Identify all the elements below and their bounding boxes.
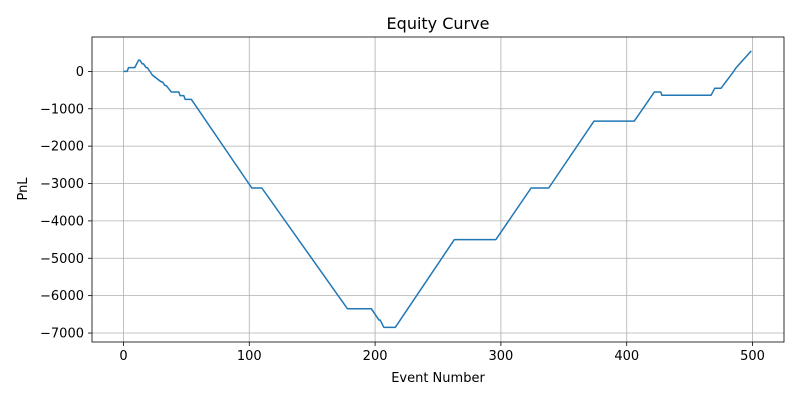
x-tick-label: 300 <box>488 349 513 364</box>
grid-lines <box>92 37 784 342</box>
x-tick-label: 200 <box>363 349 388 364</box>
y-axis-label: PnL <box>16 177 31 201</box>
plot-frame <box>91 36 785 343</box>
y-tick-label: −5000 <box>40 252 84 267</box>
equity-line <box>123 50 752 329</box>
y-tick-label: −2000 <box>40 140 84 155</box>
y-tick-label: −6000 <box>40 289 84 304</box>
y-tick-label: −7000 <box>40 327 84 342</box>
chart-title: Equity Curve <box>387 14 490 33</box>
x-axis-label: Event Number <box>391 371 485 386</box>
x-tick-label: 100 <box>237 349 262 364</box>
y-tick-label: 0 <box>76 65 84 80</box>
x-tick-label: 400 <box>614 349 639 364</box>
y-axis-ticks: 0 −1000 −2000 −3000 −4000 −5000 −6000 −7000 <box>40 65 92 342</box>
y-tick-label: −1000 <box>40 102 84 117</box>
x-tick-label: 500 <box>740 349 765 364</box>
y-tick-label: −4000 <box>40 214 84 229</box>
series-layer <box>123 50 752 329</box>
y-tick-label: −3000 <box>40 177 84 192</box>
x-tick-label: 0 <box>119 349 127 364</box>
x-axis-ticks: 0 100 200 300 400 500 <box>119 342 765 364</box>
